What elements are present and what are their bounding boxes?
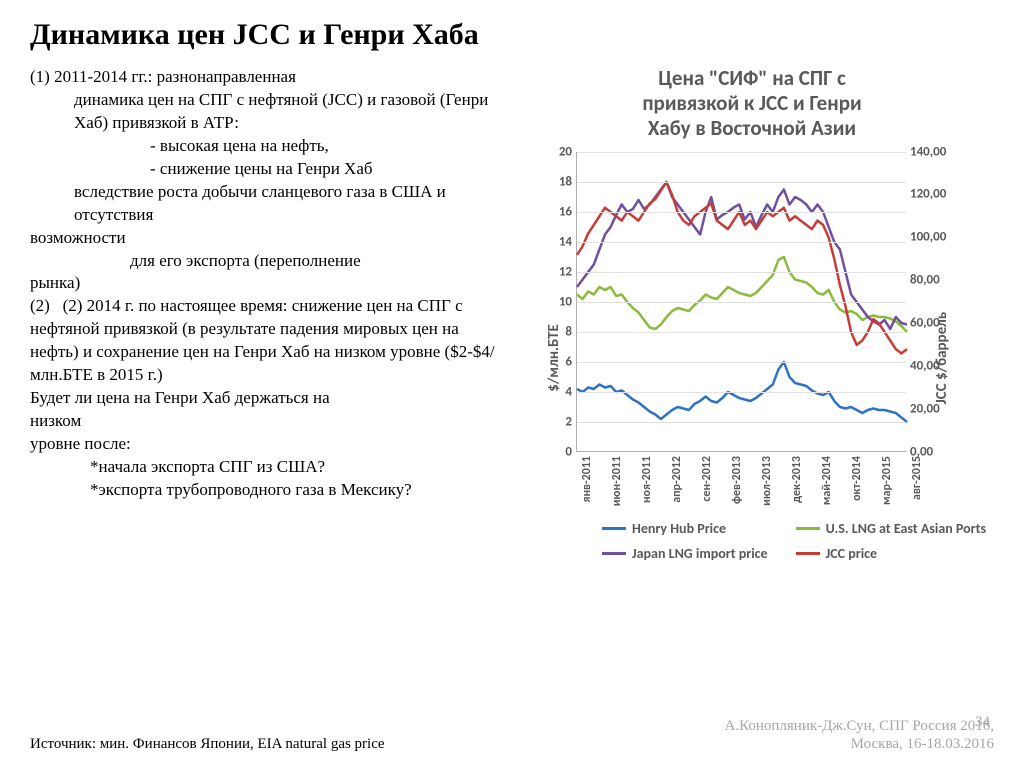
chart-area: $/млн.БТЕ JCC $/баррель 0246810121416182… bbox=[522, 148, 982, 568]
para-3b: низком bbox=[30, 410, 500, 433]
para-3c: уровне после: bbox=[30, 433, 500, 456]
series-line bbox=[577, 257, 907, 332]
legend-label: U.S. LNG at East Asian Ports bbox=[826, 520, 987, 537]
page-title: Динамика цен JCC и Генри Хаба bbox=[30, 18, 994, 52]
legend-item: Henry Hub Price bbox=[602, 520, 768, 537]
bullet-1: - высокая цена на нефть, bbox=[30, 135, 500, 158]
para-rynka: рынка) bbox=[30, 272, 500, 295]
chart-title: Цена "СИФ" на СПГ с привязкой к JCC и Ге… bbox=[642, 66, 861, 142]
credit-text: А.Конопляник-Дж.Сун, СПГ Россия 2016, Мо… bbox=[725, 717, 994, 753]
chart-legend: Henry Hub Price U.S. LNG at East Asian Po… bbox=[602, 520, 986, 562]
bullet-2: - снижение цены на Генри Хаб bbox=[30, 158, 500, 181]
para-3: Будет ли цена на Генри Хаб держаться на bbox=[30, 387, 500, 410]
para-vozm: возможности bbox=[30, 227, 500, 250]
bullet-3: вследствие роста добычи сланцевого газа … bbox=[30, 181, 500, 227]
para-exp: для его экспорта (переполнение bbox=[30, 250, 500, 273]
content: (1) 2011-2014 гг.: разнонаправленная дин… bbox=[30, 66, 994, 568]
para-2: (2) (2) 2014 г. по настоящее время: сниж… bbox=[30, 295, 500, 387]
y-left-ticks: 02468101214161820 bbox=[548, 152, 574, 452]
legend-item: JCC price bbox=[796, 545, 987, 562]
para-1b: динамика цен на СПГ с нефтяной (JCC) и г… bbox=[30, 89, 500, 135]
legend-label: Henry Hub Price bbox=[632, 520, 726, 537]
series-line bbox=[577, 182, 907, 329]
legend-swatch bbox=[602, 527, 626, 530]
legend-swatch bbox=[796, 527, 820, 530]
legend-swatch bbox=[796, 552, 820, 555]
q2: *экспорта трубопроводного газа в Мексику… bbox=[30, 479, 500, 502]
legend-swatch bbox=[602, 552, 626, 555]
y-right-ticks: 0,0020,0040,0060,0080,00100,00120,00140,… bbox=[908, 152, 964, 452]
legend-item: Japan LNG import price bbox=[602, 545, 768, 562]
plot-region bbox=[576, 152, 906, 452]
legend-label: JCC price bbox=[826, 545, 877, 562]
para-1a: (1) 2011-2014 гг.: разнонаправленная bbox=[30, 66, 500, 89]
left-text-column: (1) 2011-2014 гг.: разнонаправленная дин… bbox=[30, 66, 500, 568]
source-text: Источник: мин. Финансов Японии, EIA natu… bbox=[30, 736, 385, 753]
legend-label: Japan LNG import price bbox=[632, 545, 768, 562]
q1: *начала экспорта СПГ из США? bbox=[30, 456, 500, 479]
legend-item: U.S. LNG at East Asian Ports bbox=[796, 520, 987, 537]
chart-column: Цена "СИФ" на СПГ с привязкой к JCC и Ге… bbox=[510, 66, 994, 568]
series-line bbox=[577, 182, 907, 353]
footer: Источник: мин. Финансов Японии, EIA natu… bbox=[30, 717, 994, 753]
